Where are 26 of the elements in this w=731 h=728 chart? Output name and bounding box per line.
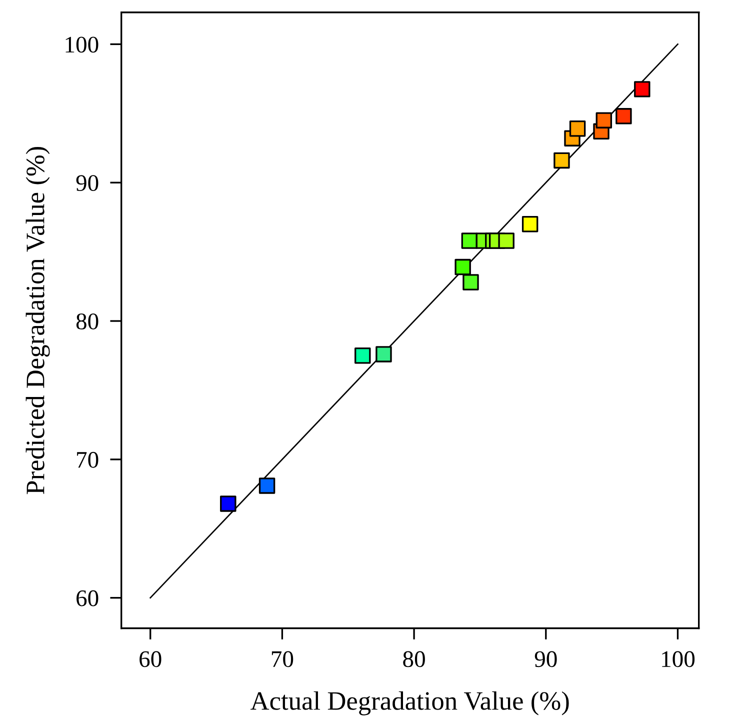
point [522,216,538,232]
y-tick-label: 70 [77,452,98,468]
point [616,108,632,124]
point [354,347,371,364]
x-tick-label: 90 [534,651,557,668]
point [376,346,392,362]
point [454,258,471,276]
point [634,81,650,98]
y-tick-label: 100 [66,36,98,53]
x-tick-label: 60 [140,651,162,668]
x-tick-label: 100 [662,651,695,668]
point [569,120,586,137]
x-tick-label: 70 [272,651,294,668]
x-axis-title: Actual Degradation Value (%) [250,691,569,716]
y-tick-label: 80 [76,314,98,330]
point [258,478,276,494]
point [220,496,236,512]
y-tick-label: 60 [76,590,98,606]
x-tick-label: 80 [403,651,425,668]
point [554,152,570,169]
point [462,274,479,290]
y-tick-label: 90 [76,175,98,192]
y-axis-title: Predicted Degradation Value (%) [26,146,50,494]
point [461,232,478,249]
point [498,232,514,249]
point [596,112,612,128]
